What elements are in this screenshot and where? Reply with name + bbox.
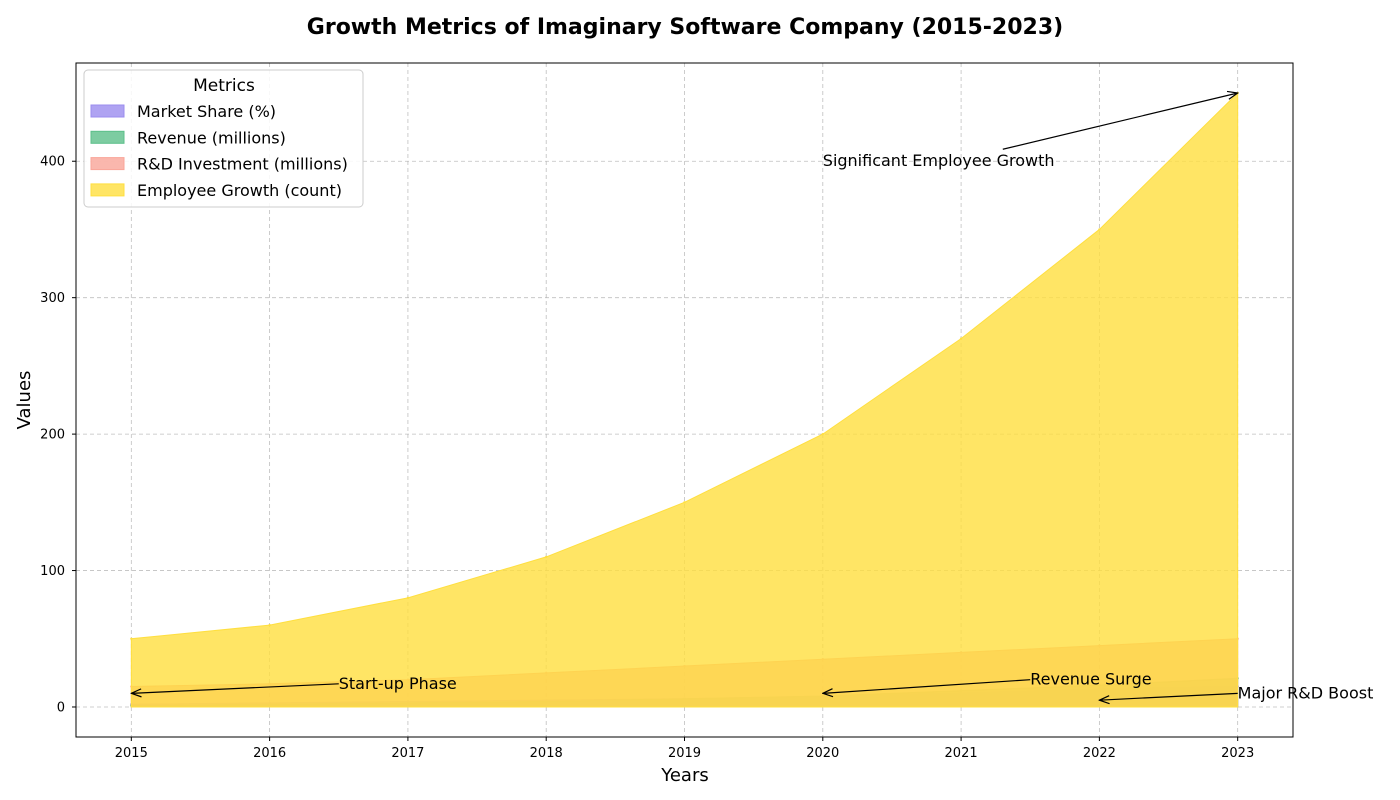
legend-swatch [90, 183, 125, 197]
legend-label: R&D Investment (millions) [137, 155, 348, 174]
legend-swatch [90, 157, 125, 171]
annotation-arrow [1099, 692, 1238, 700]
x-axis-label: Years [660, 765, 709, 786]
x-tick-label: 2016 [253, 746, 286, 761]
data-point [821, 432, 824, 436]
legend-label: Market Share (%) [137, 102, 276, 121]
annotation-text: Start-up Phase [339, 674, 457, 693]
x-tick-label: 2017 [391, 746, 424, 761]
annotation-arrow [823, 679, 1031, 694]
legend-label: Revenue (millions) [137, 128, 286, 147]
legend-frame [83, 69, 364, 208]
annotation-text: Revenue Surge [1030, 670, 1151, 689]
data-point [683, 501, 686, 504]
annotation-arrow [1002, 93, 1238, 150]
y-tick-label: 200 [40, 428, 65, 443]
legend-label: Employee Growth (count) [137, 181, 342, 200]
x-tick-label: 2018 [530, 746, 563, 761]
data-point [545, 555, 548, 559]
legend-swatch [90, 104, 125, 118]
legend-swatch [90, 130, 125, 144]
annotations: Start-up Phase Revenue Surge Major R&D Boo… [131, 93, 1373, 702]
x-tick-label: 2019 [668, 746, 701, 761]
annotation-text: Significant Employee Growth [823, 151, 1055, 170]
y-tick-label: 100 [40, 564, 65, 579]
plot-areas [130, 91, 1239, 708]
annotation-arrow [131, 683, 339, 694]
data-point [130, 637, 133, 640]
y-tick-label: 300 [40, 291, 65, 306]
y-tick-label: 400 [40, 155, 65, 170]
area-series-3 [130, 91, 1239, 708]
x-tick-label: 2021 [945, 746, 978, 761]
legend: Metrics Market Share (%) Revenue (million… [83, 69, 364, 208]
y-axis-label: Values [14, 371, 35, 430]
x-tick-label: 2020 [806, 746, 839, 761]
axis-ticks: 2015 2016 2017 2018 2019 2020 2021 2022 2023 0 100… [40, 155, 1254, 761]
data-point [959, 337, 963, 340]
x-tick-label: 2022 [1083, 746, 1116, 761]
data-point [406, 596, 410, 600]
legend-title: Metrics [193, 76, 255, 96]
annotation-text: Major R&D Boost [1238, 683, 1374, 702]
x-tick-label: 2015 [115, 746, 148, 761]
data-point [268, 623, 271, 627]
y-tick-label: 0 [57, 700, 65, 715]
chart-title: Growth Metrics of Imaginary Software Com… [307, 15, 1063, 40]
data-point [1098, 228, 1101, 231]
x-tick-label: 2023 [1221, 746, 1254, 761]
